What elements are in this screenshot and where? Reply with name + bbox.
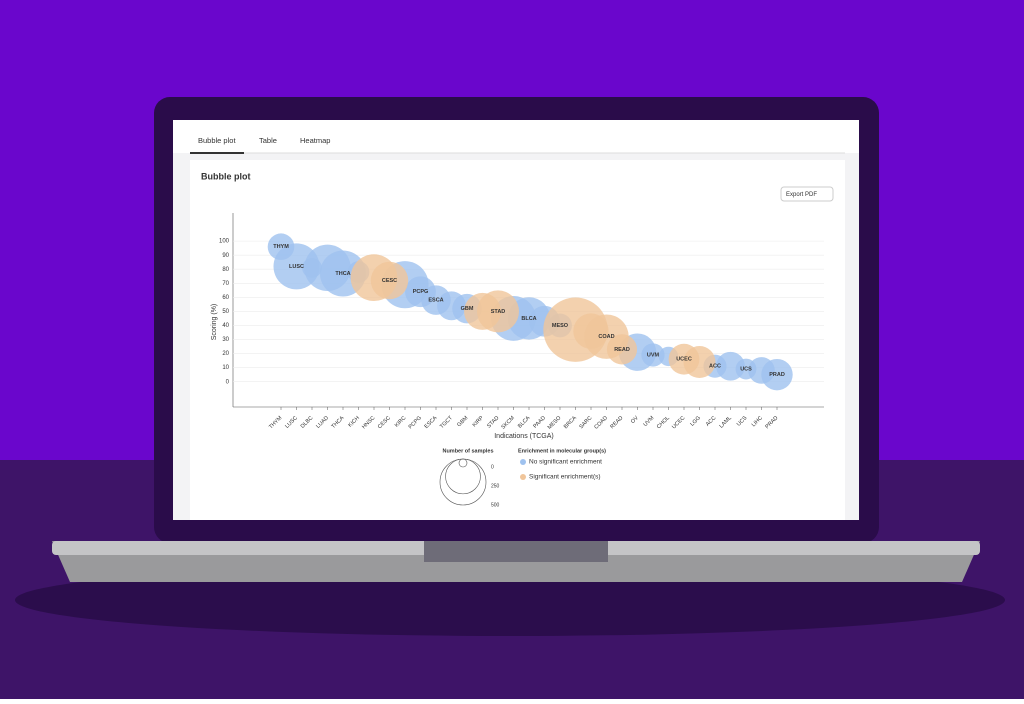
bubble <box>606 334 638 365</box>
export-button[interactable] <box>780 186 834 202</box>
y-axis-label: Scoring (%) <box>211 304 218 341</box>
bubble-label: ACC <box>709 364 721 370</box>
bubble <box>370 261 409 300</box>
legend-label: No significant enrichment <box>529 459 602 466</box>
size-legend-label: 0 <box>491 464 494 470</box>
bubble-label: BLCA <box>521 316 536 322</box>
y-tick-label: 40 <box>222 323 229 329</box>
y-tick-label: 30 <box>222 337 229 343</box>
laptop-notch <box>424 541 608 562</box>
bubble <box>641 343 665 367</box>
color-legend-title: Enrichment in molecular group(s) <box>518 448 606 454</box>
bubble-label: ESCA <box>428 298 443 304</box>
legend-swatch <box>520 474 526 480</box>
bubble-label: MESO <box>552 323 569 329</box>
y-tick-label: 100 <box>219 239 230 245</box>
bubble-label: UVM <box>647 352 660 358</box>
bubble-label: READ <box>614 347 630 353</box>
bubble-label: UCEC <box>676 357 692 363</box>
tab[interactable]: Table <box>259 136 277 145</box>
y-tick-label: 10 <box>222 365 229 371</box>
legend-swatch <box>520 459 526 465</box>
y-tick-label: 70 <box>222 281 229 287</box>
bubble-label: PRAD <box>769 372 785 378</box>
panel-title: Bubble plot <box>201 171 251 181</box>
bubble-label: THYM <box>273 244 289 250</box>
y-tick-label: 80 <box>222 267 229 273</box>
tab[interactable]: Heatmap <box>300 136 330 145</box>
size-legend-label: 500 <box>491 502 500 508</box>
x-tick-label: OV <box>630 415 640 425</box>
legend-label: Significant enrichment(s) <box>529 474 601 481</box>
y-tick-label: 0 <box>226 379 230 385</box>
bubble <box>761 358 793 391</box>
bubble-label: CESC <box>382 278 397 284</box>
tab[interactable]: Bubble plot <box>198 136 236 145</box>
bubble-label: UCS <box>740 366 752 372</box>
bubble-label: LUSC <box>289 264 304 270</box>
y-tick-label: 50 <box>222 309 229 315</box>
export-label[interactable]: Export PDF <box>786 192 817 198</box>
x-axis-label: Indications (TCGA) <box>494 433 554 440</box>
y-tick-label: 90 <box>222 253 229 259</box>
y-tick-label: 60 <box>222 295 229 301</box>
bubble-label: GBM <box>461 306 474 312</box>
size-legend-label: 250 <box>491 483 500 489</box>
bubble-label: STAD <box>491 309 506 315</box>
y-tick-label: 20 <box>222 351 229 357</box>
size-legend-title: Number of samples <box>442 448 493 454</box>
bubble-label: COAD <box>598 334 614 340</box>
size-legend-circle <box>439 458 487 506</box>
bubble <box>477 290 519 333</box>
bubble-label: THCA <box>335 271 350 277</box>
bubble-label: PCPG <box>413 289 429 295</box>
bubble <box>683 345 716 379</box>
